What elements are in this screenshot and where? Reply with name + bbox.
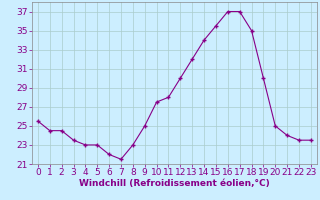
X-axis label: Windchill (Refroidissement éolien,°C): Windchill (Refroidissement éolien,°C) [79, 179, 270, 188]
